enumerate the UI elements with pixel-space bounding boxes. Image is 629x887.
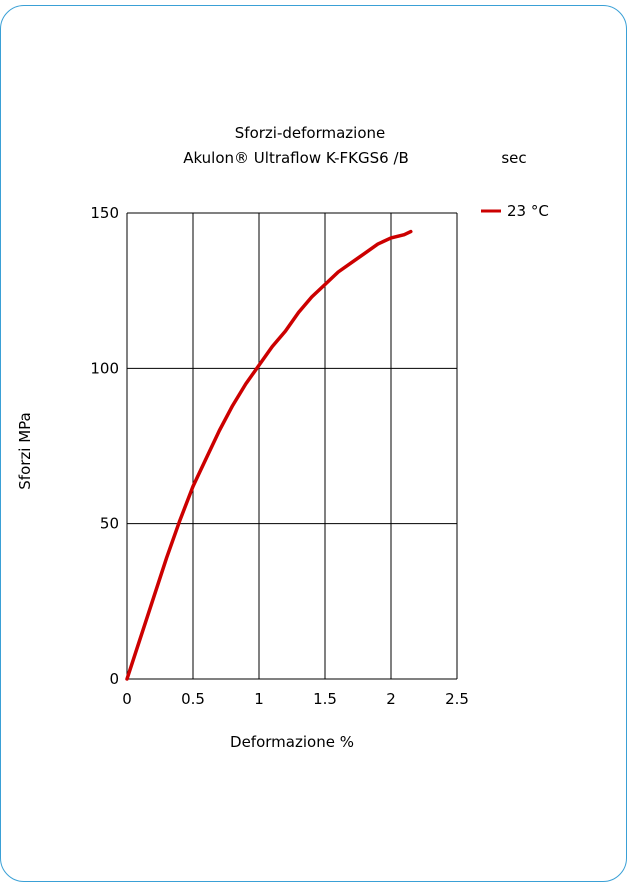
chart-card [0, 5, 627, 882]
x-tick-label: 0.5 [181, 690, 205, 708]
y-tick-label: 150 [90, 204, 119, 222]
y-tick-label: 0 [109, 670, 119, 688]
y-axis-label: Sforzi MPa [16, 412, 34, 489]
x-axis-label: Deformazione % [230, 733, 354, 751]
chart-subtitle: Akulon® Ultraflow K-FKGS6 /B [183, 149, 409, 167]
chart-title: Sforzi-deformazione [235, 124, 385, 142]
x-tick-label: 2.5 [445, 690, 469, 708]
chart-subtitle-suffix: sec [501, 149, 526, 167]
series-line [125, 229, 413, 681]
y-tick-label: 50 [100, 515, 119, 533]
legend: 23 °C [481, 202, 549, 220]
x-tick-label: 1.5 [313, 690, 337, 708]
y-tick-label: 100 [90, 359, 119, 377]
tick-labels: 0 0.5 1 1.5 2 2.5 0 50 100 150 [90, 204, 469, 708]
x-tick-label: 0 [122, 690, 132, 708]
grid [126, 212, 458, 680]
x-tick-label: 2 [386, 690, 396, 708]
series-lines [125, 229, 413, 681]
x-tick-label: 1 [254, 690, 264, 708]
legend-label: 23 °C [507, 202, 549, 220]
